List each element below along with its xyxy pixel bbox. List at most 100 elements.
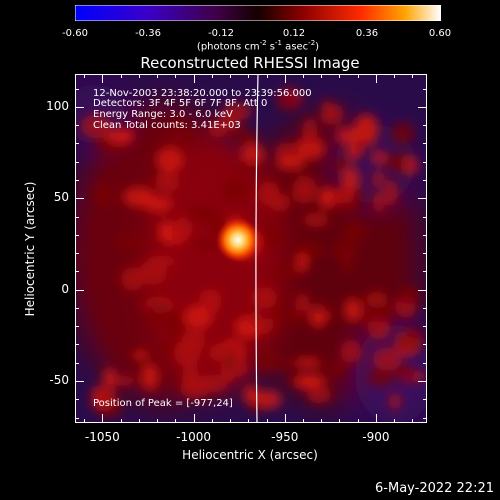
emission-blob	[390, 121, 415, 145]
axis-tick	[75, 326, 79, 328]
axis-tick	[423, 399, 427, 401]
axis-tick	[266, 419, 268, 423]
emission-blob	[248, 311, 261, 327]
axis-tick	[138, 419, 140, 423]
y-tick-label: -50	[49, 372, 69, 387]
axis-tick	[423, 271, 427, 273]
colorbar-tick-label: -0.36	[135, 28, 161, 39]
units-text: (photons cm	[196, 41, 260, 53]
axis-tick	[284, 419, 286, 423]
x-tick-label: -950	[271, 430, 299, 444]
units-exponent: -1	[275, 39, 283, 47]
axis-tick	[423, 289, 427, 291]
axis-tick	[138, 74, 140, 78]
axis-tick	[423, 161, 427, 163]
axis-tick	[302, 74, 304, 78]
y-axis-label: Heliocentric Y (arcsec)	[23, 181, 37, 317]
axis-tick	[418, 380, 427, 382]
rhessi-image[interactable]	[75, 74, 427, 423]
axis-tick	[211, 419, 213, 423]
axis-tick	[75, 106, 84, 108]
emission-blob	[171, 219, 185, 248]
axis-tick	[423, 380, 427, 382]
emission-blob	[221, 177, 250, 204]
y-tick-label: 100	[46, 98, 69, 113]
emission-blob	[155, 171, 180, 193]
axis-tick	[102, 414, 104, 423]
emission-blob	[372, 192, 385, 214]
axis-tick	[394, 74, 396, 78]
emission-blob	[341, 249, 354, 275]
emission-blob	[325, 103, 344, 125]
emission-blob	[80, 113, 113, 139]
axis-tick	[157, 74, 159, 78]
emission-blob	[335, 186, 355, 204]
axis-tick	[321, 74, 323, 78]
emission-blob	[184, 205, 206, 224]
axis-tick	[75, 216, 79, 218]
colorbar-tick-label: -0.12	[208, 28, 234, 39]
emission-blob	[354, 114, 379, 142]
emission-blob	[302, 117, 318, 146]
emission-blob	[173, 339, 201, 367]
axis-tick	[375, 414, 377, 423]
axis-tick	[75, 198, 84, 200]
axis-tick	[75, 362, 79, 364]
axis-tick	[321, 419, 323, 423]
emission-blob	[295, 373, 327, 389]
annotation-time-range: 12-Nov-2003 23:38:20.000 to 23:39:56.000	[93, 88, 312, 99]
emission-blob	[183, 304, 213, 330]
axis-tick	[157, 419, 159, 423]
emission-blob	[106, 128, 134, 145]
emission-blob	[341, 221, 367, 243]
axis-tick	[75, 88, 79, 90]
emission-blob	[158, 220, 175, 238]
emission-blob	[367, 315, 391, 340]
axis-tick	[75, 161, 79, 163]
axis-tick	[75, 271, 79, 273]
emission-blob	[275, 359, 294, 370]
emission-blob	[306, 386, 332, 404]
y-tick-label: 50	[53, 190, 69, 205]
annotation-energy: Energy Range: 3.0 - 6.0 keV	[93, 109, 233, 120]
x-tick-label: -900	[362, 430, 390, 444]
emission-blob	[261, 224, 284, 247]
axis-tick	[248, 419, 250, 423]
plot-title: Reconstructed RHESSI Image	[140, 54, 360, 72]
timestamp: 6-May-2022 22:21	[375, 481, 494, 496]
emission-blob	[340, 339, 362, 364]
emission-blob	[90, 387, 117, 412]
emission-blob	[142, 195, 173, 213]
axis-tick	[284, 74, 286, 83]
axis-tick	[375, 74, 377, 78]
emission-blobs	[80, 87, 427, 419]
emission-blob	[94, 182, 113, 208]
emission-blob	[384, 179, 398, 206]
annotation-detectors: Detectors: 3F 4F 5F 6F 7F 8F, Att 0	[93, 98, 268, 109]
emission-blob	[255, 389, 282, 410]
axis-tick	[193, 74, 195, 83]
emission-blob	[132, 350, 149, 361]
axis-tick	[423, 216, 427, 218]
axis-tick	[75, 417, 79, 419]
axis-tick	[75, 289, 84, 291]
units-exponent: -2	[308, 39, 316, 47]
axis-tick	[102, 419, 104, 423]
axis-tick	[423, 362, 427, 364]
emission-blob	[251, 286, 277, 309]
axis-tick	[175, 74, 177, 78]
emission-blob	[271, 298, 285, 326]
units-text: s	[266, 41, 276, 53]
emission-blob	[303, 212, 330, 228]
axis-tick	[412, 419, 414, 423]
emission-blob	[168, 131, 196, 143]
axis-tick	[418, 198, 427, 200]
emission-blob	[276, 155, 306, 171]
emission-blob	[258, 181, 280, 206]
emission-blob	[292, 176, 317, 204]
emission-blob	[255, 349, 280, 373]
emission-blob	[398, 285, 420, 305]
colorbar-tick-label: -0.60	[62, 28, 88, 39]
axis-tick	[423, 179, 427, 181]
emission-blob	[243, 384, 260, 405]
